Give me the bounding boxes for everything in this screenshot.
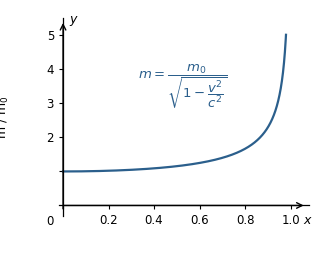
Text: $y$: $y$ bbox=[69, 14, 79, 28]
Text: $m = \dfrac{m_0}{\sqrt{1 - \dfrac{v^2}{c^2}}}$: $m = \dfrac{m_0}{\sqrt{1 - \dfrac{v^2}{c… bbox=[138, 63, 228, 110]
Text: 0: 0 bbox=[46, 215, 54, 228]
Text: m / m$_0$: m / m$_0$ bbox=[0, 95, 11, 139]
Text: $x$: $x$ bbox=[303, 214, 313, 227]
